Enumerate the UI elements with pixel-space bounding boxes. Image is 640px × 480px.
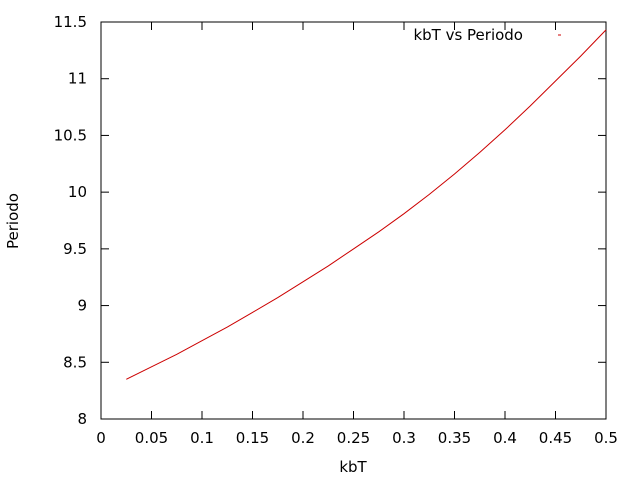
plot-frame [100, 21, 607, 420]
x-tick-label: 0.5 [594, 429, 618, 447]
x-tick-label: 0.2 [291, 429, 315, 447]
x-axis-label: kbT [339, 458, 367, 476]
y-axis-label: Periodo [4, 193, 22, 249]
y-tick-label: 10.5 [54, 126, 87, 144]
y-tick-labels: 8 8.5 9 9.5 10 10.5 11 11.5 [54, 13, 87, 428]
x-tick-label: 0.45 [539, 429, 572, 447]
y-tick-label: 9.5 [63, 240, 87, 258]
x-tick-labels: 0 0.05 0.1 0.15 0.2 0.25 0.3 0.35 0.4 0.45 0.5 [96, 429, 618, 447]
axis-ticks [100, 21, 607, 420]
y-tick-label: 11 [68, 70, 87, 88]
series-line [126, 29, 607, 380]
y-tick-label: 11.5 [54, 13, 87, 31]
x-tick-label: 0.25 [337, 429, 370, 447]
x-tick-label: 0.35 [438, 429, 471, 447]
y-tick-label: 9 [77, 297, 87, 315]
y-tick-label: 8 [77, 410, 87, 428]
x-tick-label: 0.3 [392, 429, 416, 447]
y-tick-label: 8.5 [63, 353, 87, 371]
x-tick-label: 0.4 [493, 429, 517, 447]
y-tick-label: 10 [68, 183, 87, 201]
x-tick-label: 0.15 [236, 429, 269, 447]
legend-label: kbT vs Periodo [413, 26, 523, 44]
x-tick-label: 0 [96, 429, 106, 447]
x-tick-label: 0.05 [135, 429, 168, 447]
x-tick-label: 0.1 [190, 429, 214, 447]
